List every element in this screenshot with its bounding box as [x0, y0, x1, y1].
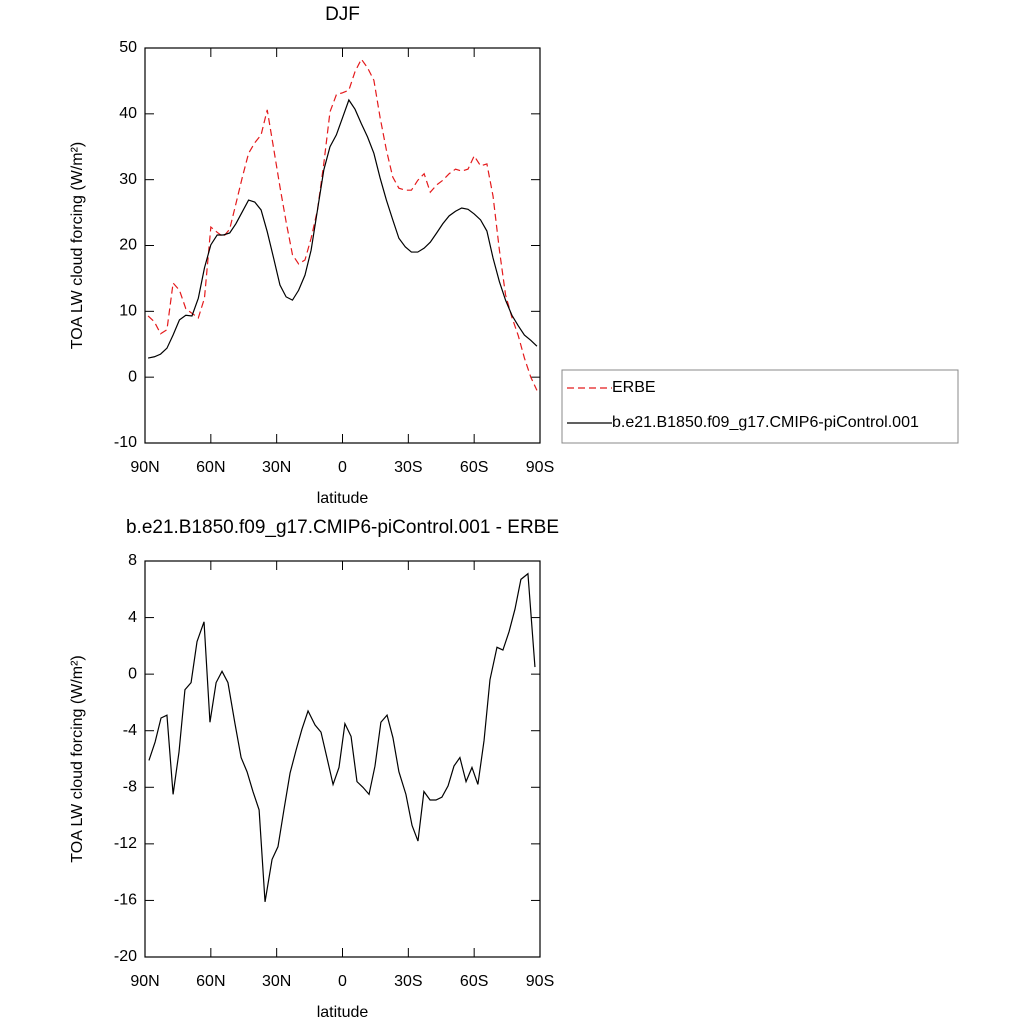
plot-frame — [144, 560, 541, 958]
x-tick-label: 30N — [262, 459, 291, 476]
x-axis-label: latitude — [317, 1004, 369, 1021]
x-tick-label: 60S — [460, 459, 488, 476]
y-tick-label: 20 — [119, 237, 137, 254]
legend-label: ERBE — [612, 379, 656, 396]
x-tick-label: 30S — [394, 459, 422, 476]
chart-title: b.e21.B1850.f09_g17.CMIP6-piControl.001 … — [126, 517, 559, 538]
x-tick-label: 60N — [196, 973, 225, 990]
y-tick-label: 8 — [128, 552, 137, 569]
x-tick-label: 90S — [526, 973, 554, 990]
data-line — [147, 98, 538, 359]
data-line — [148, 572, 536, 902]
x-tick-label: 30N — [262, 973, 291, 990]
data-line — [147, 58, 538, 391]
y-axis-label: TOA LW cloud forcing (W/m²) — [69, 655, 86, 862]
x-tick-label: 0 — [338, 459, 347, 476]
y-tick-label: -10 — [114, 434, 137, 451]
legend-box — [561, 369, 959, 444]
x-tick-label: 60S — [460, 973, 488, 990]
y-tick-label: -12 — [114, 835, 137, 852]
x-axis-label: latitude — [317, 490, 369, 507]
y-tick-label: 50 — [119, 39, 137, 56]
y-tick-label: -20 — [114, 948, 137, 965]
y-tick-label: -16 — [114, 892, 137, 909]
x-tick-label: 90N — [130, 459, 159, 476]
y-tick-label: 40 — [119, 105, 137, 122]
x-tick-label: 90S — [526, 459, 554, 476]
plot-frame — [144, 47, 541, 444]
x-tick-label: 0 — [338, 973, 347, 990]
x-tick-label: 60N — [196, 459, 225, 476]
y-tick-label: 30 — [119, 171, 137, 188]
legend-label: b.e21.B1850.f09_g17.CMIP6-piControl.001 — [612, 414, 919, 431]
x-tick-label: 30S — [394, 973, 422, 990]
y-tick-label: -8 — [123, 779, 137, 796]
y-tick-label: 0 — [128, 368, 137, 385]
x-tick-label: 90N — [130, 973, 159, 990]
y-axis-label: TOA LW cloud forcing (W/m²) — [69, 142, 86, 349]
y-tick-label: 4 — [128, 609, 137, 626]
y-tick-label: 10 — [119, 303, 137, 320]
y-tick-label: 0 — [128, 665, 137, 682]
y-tick-label: -4 — [123, 722, 137, 739]
chart-title: DJF — [325, 4, 360, 25]
